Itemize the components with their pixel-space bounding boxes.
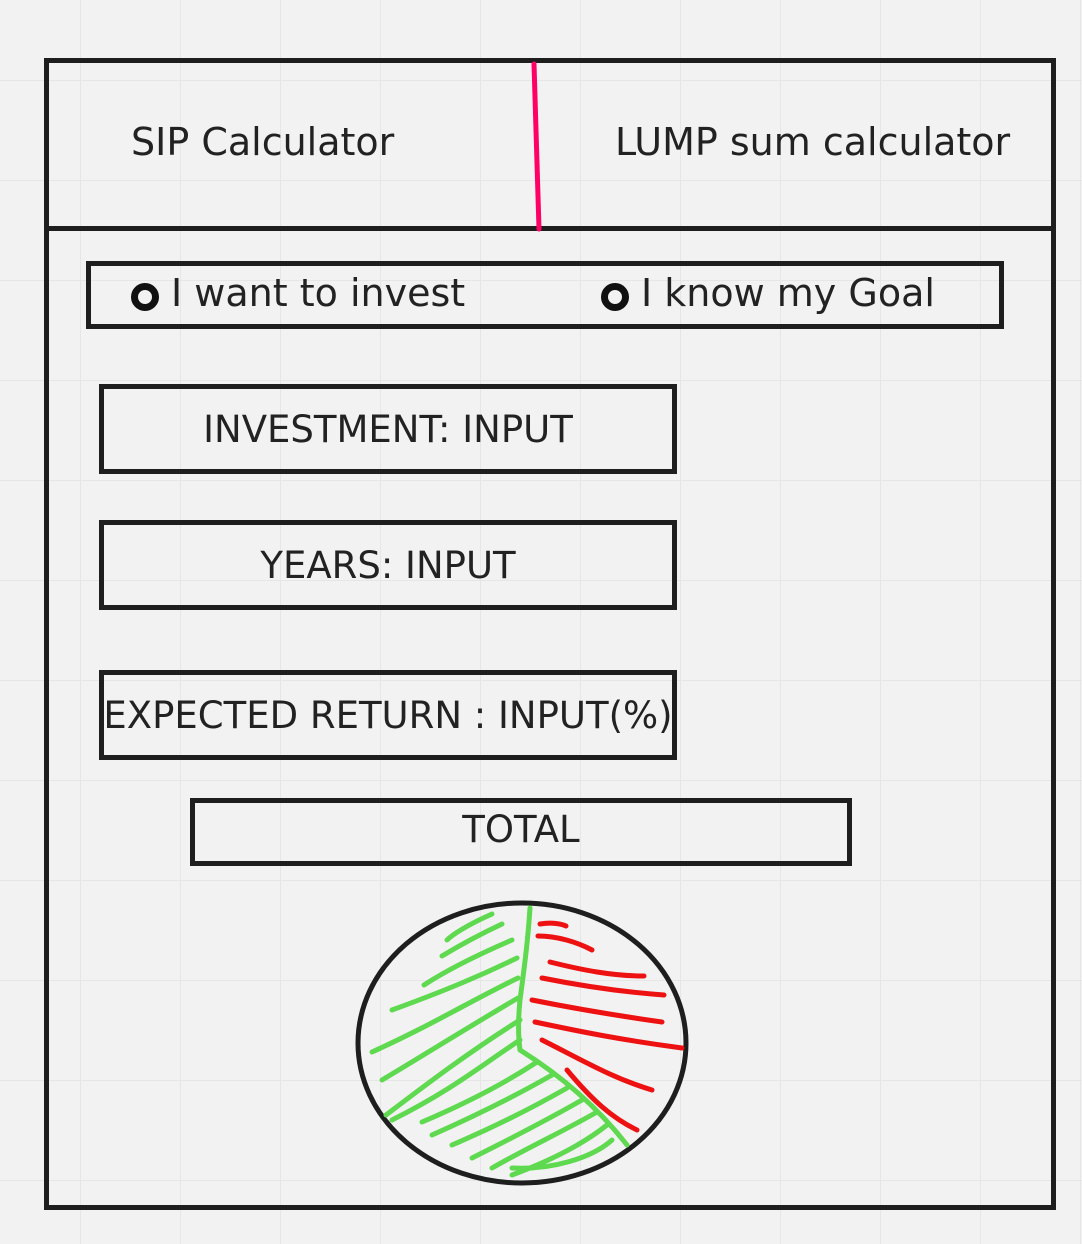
tab-divider-stroke <box>531 61 542 232</box>
calculator-frame <box>44 58 1056 1210</box>
investment-input[interactable]: INVESTMENT: INPUT <box>99 384 677 474</box>
result-pie-chart <box>355 900 689 1186</box>
pie-invested-hatch <box>369 905 630 1178</box>
radio-icon[interactable] <box>601 283 629 311</box>
pie-outline <box>355 900 689 1186</box>
pie-returns-hatch <box>529 920 685 1133</box>
mode-selector <box>86 261 1004 329</box>
radio-i-know-my-goal[interactable]: I know my Goal <box>601 268 935 318</box>
tab-lump-sum-calculator[interactable]: LUMP sum calculator <box>615 120 1011 164</box>
radio-label: I want to invest <box>171 271 466 315</box>
expected-return-input[interactable]: EXPECTED RETURN : INPUT(%) <box>99 670 677 760</box>
total-output: TOTAL <box>190 798 852 866</box>
radio-i-want-to-invest[interactable]: I want to invest <box>131 268 465 318</box>
tab-sip-calculator[interactable]: SIP Calculator <box>131 120 395 164</box>
years-input[interactable]: YEARS: INPUT <box>99 520 677 610</box>
radio-label: I know my Goal <box>641 271 935 315</box>
radio-icon[interactable] <box>131 283 159 311</box>
header-divider <box>44 226 1054 231</box>
